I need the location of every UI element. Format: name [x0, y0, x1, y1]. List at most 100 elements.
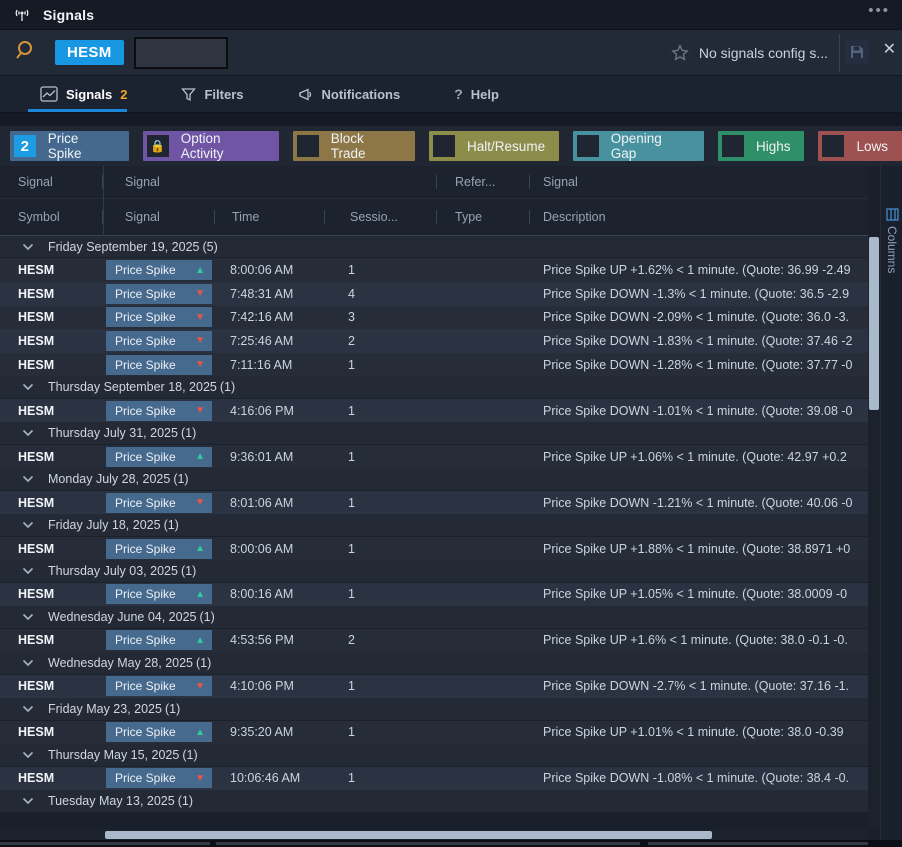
group-header-row[interactable]: Tuesday May 13, 2025 (1): [0, 790, 868, 813]
group-date: Wednesday June 04, 2025: [48, 609, 197, 624]
window-menu-dots-icon[interactable]: •••: [868, 2, 890, 19]
filter-checkbox[interactable]: [822, 135, 845, 157]
signal-row[interactable]: HESM Price Spike ▲ 4:53:56 PM 2 Price Spike U…: [0, 628, 868, 653]
filter-button-halt-resume[interactable]: Halt/Resume: [429, 131, 560, 161]
signal-row[interactable]: HESM Price Spike ▼ 8:01:06 AM 1 Price Spike D…: [0, 490, 868, 515]
group-header-row[interactable]: Friday May 23, 2025 (1): [0, 698, 868, 721]
group-header-row[interactable]: Thursday July 31, 2025 (1): [0, 422, 868, 445]
up-arrow-icon: ▲: [195, 543, 205, 554]
chevron-down-icon[interactable]: [22, 659, 34, 667]
cell-session: 1: [348, 679, 355, 694]
tab-help[interactable]: ? Help: [440, 76, 513, 112]
signal-row[interactable]: HESM Price Spike ▲ 9:35:20 AM 1 Price Spike U…: [0, 720, 868, 745]
header-symbol[interactable]: Symbol: [0, 199, 103, 235]
symbol-search-input[interactable]: [133, 36, 228, 69]
signal-row[interactable]: HESM Price Spike ▼ 10:06:46 AM 1 Price Spike …: [0, 766, 868, 791]
group-header-row[interactable]: Friday July 18, 2025 (1): [0, 514, 868, 537]
price-spike-badge: Price Spike ▲: [106, 538, 212, 559]
filter-button-price-spike[interactable]: 2 Price Spike: [10, 131, 129, 161]
chevron-down-icon[interactable]: [22, 567, 34, 575]
header-description[interactable]: Description: [543, 210, 606, 224]
cell-symbol: HESM: [18, 679, 55, 694]
filter-button-opening-gap[interactable]: Opening Gap: [573, 131, 704, 161]
group-header-row[interactable]: Wednesday June 04, 2025 (1): [0, 606, 868, 629]
cell-time: 7:11:16 AM: [230, 357, 293, 372]
header-group-reference[interactable]: Refer...: [437, 166, 530, 198]
columns-panel-tab[interactable]: Columns: [881, 208, 902, 273]
question-mark-icon: ?: [454, 86, 463, 102]
group-header-row[interactable]: Thursday July 03, 2025 (1): [0, 560, 868, 583]
filter-checkbox[interactable]: [577, 135, 599, 157]
filter-checkbox[interactable]: [433, 135, 456, 157]
signal-row[interactable]: HESM Price Spike ▲ 9:36:01 AM 1 Price Spike U…: [0, 444, 868, 469]
chevron-down-icon[interactable]: [22, 797, 34, 805]
symbol-chip[interactable]: HESM: [55, 40, 124, 65]
badge-label: Price Spike: [115, 333, 176, 348]
chevron-down-icon[interactable]: [22, 429, 34, 437]
chevron-down-icon[interactable]: [22, 521, 34, 529]
cell-session: 1: [348, 403, 355, 418]
tab-notifications-label: Notifications: [321, 86, 401, 102]
vertical-scrollbar-thumb[interactable]: [869, 237, 879, 410]
filter-button-option-activity[interactable]: 🔒 Option Activity: [143, 131, 280, 161]
horizontal-scrollbar-thumb[interactable]: [105, 831, 712, 839]
signal-row[interactable]: HESM Price Spike ▼ 4:16:06 PM 1 Price Spike D…: [0, 398, 868, 423]
signal-row[interactable]: HESM Price Spike ▲ 8:00:06 AM 1 Price Spike U…: [0, 258, 868, 282]
megaphone-icon: [298, 87, 314, 102]
group-header-row[interactable]: Thursday May 15, 2025 (1): [0, 744, 868, 767]
group-header-row[interactable]: Wednesday May 28, 2025 (1): [0, 652, 868, 675]
cell-session: 1: [348, 771, 355, 786]
price-spike-badge: Price Spike ▼: [106, 307, 212, 328]
toolbar-divider: [839, 34, 840, 72]
filter-button-block-trade[interactable]: Block Trade: [293, 131, 416, 161]
chevron-down-icon[interactable]: [22, 243, 34, 251]
header-type[interactable]: Type: [437, 199, 530, 235]
header-group-signal-symbol[interactable]: Signal: [0, 166, 103, 198]
group-header-row[interactable]: Friday September 19, 2025 (5): [0, 236, 868, 259]
tab-notifications[interactable]: Notifications: [284, 76, 415, 112]
tab-filters[interactable]: Filters: [167, 76, 257, 112]
filter-button-lows[interactable]: Lows: [818, 131, 902, 161]
chevron-down-icon[interactable]: [22, 751, 34, 759]
filter-checkbox[interactable]: [297, 135, 319, 157]
chevron-down-icon[interactable]: [22, 475, 34, 483]
group-date: Thursday July 31, 2025: [48, 426, 178, 441]
horizontal-scrollbar[interactable]: [0, 830, 868, 840]
favorite-star-icon[interactable]: [671, 44, 689, 62]
cell-description: Price Spike DOWN -2.09% < 1 minute. (Quo…: [543, 310, 850, 325]
up-arrow-icon: ▲: [195, 634, 205, 646]
up-arrow-icon: ▲: [195, 726, 205, 738]
header-group-signal[interactable]: Signal: [103, 166, 437, 198]
group-date: Friday July 18, 2025: [48, 518, 161, 532]
header-signal[interactable]: Signal: [103, 199, 215, 235]
group-header-row[interactable]: Monday July 28, 2025 (1): [0, 468, 868, 491]
signal-row[interactable]: HESM Price Spike ▲ 8:00:06 AM 1 Price Spike U…: [0, 536, 868, 561]
chevron-down-icon[interactable]: [22, 705, 34, 713]
filter-checkbox[interactable]: [721, 135, 744, 157]
close-icon[interactable]: ✕: [882, 41, 896, 58]
signal-row[interactable]: HESM Price Spike ▼ 7:48:31 AM 4 Price Spike D…: [0, 281, 868, 306]
chevron-down-icon[interactable]: [22, 613, 34, 621]
badge-label: Price Spike: [115, 449, 176, 464]
filter-button-highs[interactable]: Highs: [717, 131, 805, 161]
signal-row[interactable]: HESM Price Spike ▼ 7:42:16 AM 3 Price Spike D…: [0, 305, 868, 330]
header-time[interactable]: Time: [215, 199, 325, 235]
vertical-scrollbar[interactable]: [868, 236, 880, 830]
config-status-text[interactable]: No signals config s...: [698, 45, 828, 61]
filter-count-badge[interactable]: 2: [14, 135, 36, 157]
signal-row[interactable]: HESM Price Spike ▼ 7:25:46 AM 2 Price Spike D…: [0, 329, 868, 353]
cell-symbol: HESM: [18, 333, 55, 348]
signal-row[interactable]: HESM Price Spike ▼ 4:10:06 PM 1 Price Spike D…: [0, 674, 868, 699]
header-group-signal-desc[interactable]: Signal: [543, 175, 578, 189]
save-button[interactable]: [845, 40, 869, 64]
tab-signals-label: Signals: [66, 86, 113, 102]
group-header-row[interactable]: Thursday September 18, 2025 (1): [0, 376, 868, 399]
group-count: (1): [219, 380, 236, 395]
tab-signals[interactable]: Signals 2: [26, 76, 141, 112]
columns-tab-label: Columns: [885, 226, 899, 274]
header-session[interactable]: Sessio...: [325, 199, 437, 235]
signal-row[interactable]: HESM Price Spike ▼ 7:11:16 AM 1 Price Spike D…: [0, 352, 868, 377]
chevron-down-icon[interactable]: [22, 383, 34, 391]
lock-icon[interactable]: 🔒: [147, 135, 169, 157]
signal-row[interactable]: HESM Price Spike ▲ 8:00:16 AM 1 Price Spike U…: [0, 582, 868, 607]
